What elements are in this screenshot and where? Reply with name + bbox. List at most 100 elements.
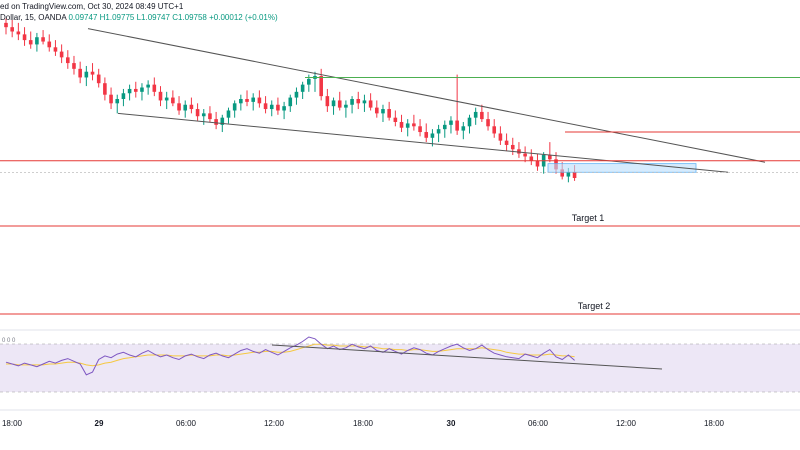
candle-body: [16, 31, 21, 35]
candle-body: [405, 123, 410, 128]
candle-body: [300, 84, 305, 92]
candle-body: [103, 83, 107, 95]
rsi-line: [5, 336, 575, 376]
candle-body: [368, 100, 373, 108]
ohlc-header: Dollar, 15, OANDA 0.09747 H1.09775 L1.09…: [0, 13, 278, 22]
candle-body: [214, 119, 218, 125]
candle-body: [4, 22, 8, 28]
candle-body: [442, 124, 447, 130]
candle-body: [10, 27, 14, 32]
x-tick-label: 06:00: [176, 419, 197, 428]
high-value: H1.09775: [99, 13, 135, 22]
candle-body: [393, 117, 398, 122]
open-value: 0.09747: [68, 13, 98, 22]
candle-body: [517, 149, 521, 154]
x-tick-label: 12:00: [616, 419, 637, 428]
candle-body: [362, 100, 367, 104]
candle-body: [449, 120, 453, 125]
candle-body: [66, 57, 70, 64]
candle-body: [232, 103, 237, 111]
candle-body: [325, 96, 330, 107]
candle-body: [467, 117, 472, 127]
candle-body: [331, 100, 336, 107]
candle-body: [133, 88, 138, 92]
close-value: C1.09758: [172, 13, 207, 22]
candle-body: [424, 132, 429, 138]
x-tick-label: 18:00: [704, 419, 725, 428]
candle-body: [47, 41, 52, 48]
candle-body: [72, 63, 76, 69]
candle-body: [171, 97, 175, 104]
candle-body: [115, 99, 120, 104]
candle-body: [251, 97, 255, 102]
candle-body: [201, 113, 206, 117]
candle-body: [140, 87, 144, 92]
x-tick-label: 18:00: [353, 419, 374, 428]
candle-body: [226, 110, 231, 118]
candle-body: [455, 120, 459, 131]
candle-body: [158, 91, 163, 101]
candle-body: [430, 133, 435, 138]
lower-trendline: [117, 112, 729, 173]
candle-body: [480, 111, 484, 120]
candle-body: [22, 34, 27, 41]
candle-body: [208, 113, 212, 120]
candle-body: [269, 104, 274, 110]
candle-body: [263, 103, 268, 110]
candle-body: [498, 133, 503, 141]
candle-body: [344, 104, 348, 108]
candle-body: [78, 68, 82, 78]
candle-body: [84, 71, 89, 78]
low-value: L1.09747: [136, 13, 170, 22]
candle-body: [294, 91, 299, 98]
candle-body: [510, 144, 515, 150]
candle-body: [164, 97, 169, 101]
candle-body: [381, 109, 385, 114]
candle-body: [189, 104, 194, 110]
candle-body: [152, 84, 157, 92]
symbol-text: Dollar, 15, OANDA: [0, 13, 67, 22]
candle-body: [504, 140, 509, 145]
candle-body: [523, 153, 527, 157]
candle-body: [288, 97, 293, 107]
candle-body: [146, 84, 150, 88]
candle-body: [350, 99, 354, 105]
candle-body: [28, 40, 33, 45]
candle-body: [282, 106, 286, 111]
candle-body: [245, 99, 249, 102]
change-value: +0.00012 (+0.01%): [209, 13, 278, 22]
candles-group: [4, 18, 577, 183]
published-text: ed on TradingView.com, Oct 30, 2024 08:4…: [0, 2, 184, 11]
rsi-pane-label: 0 0 0: [2, 338, 16, 344]
candle-body: [239, 99, 243, 104]
support-zone: [547, 163, 697, 173]
candle-body: [337, 100, 342, 108]
candle-body: [473, 111, 478, 118]
target-2-label: Target 2: [578, 301, 611, 311]
x-tick-label: 06:00: [528, 419, 549, 428]
candle-body: [375, 107, 379, 114]
candle-body: [566, 172, 571, 177]
candle-body: [560, 169, 564, 177]
upper-trendline: [87, 28, 766, 163]
candle-body: [486, 119, 490, 127]
candle-body: [436, 129, 441, 134]
candle-body: [257, 97, 262, 104]
candle-body: [307, 78, 311, 85]
rsi-trendline: [271, 344, 663, 370]
x-tick-label: 30: [447, 419, 456, 428]
candle-body: [41, 37, 45, 42]
candle-body: [220, 117, 225, 125]
rsi-ma-line: [6, 343, 575, 367]
candle-body: [121, 93, 126, 99]
target-1-label: Target 1: [572, 213, 605, 223]
candle-body: [53, 47, 58, 52]
candle-body: [548, 155, 552, 160]
candle-body: [195, 109, 200, 117]
candle-body: [183, 104, 188, 111]
candle-body: [319, 76, 323, 97]
candle-body: [35, 37, 39, 45]
candle-body: [399, 121, 404, 128]
candle-body: [177, 103, 181, 111]
